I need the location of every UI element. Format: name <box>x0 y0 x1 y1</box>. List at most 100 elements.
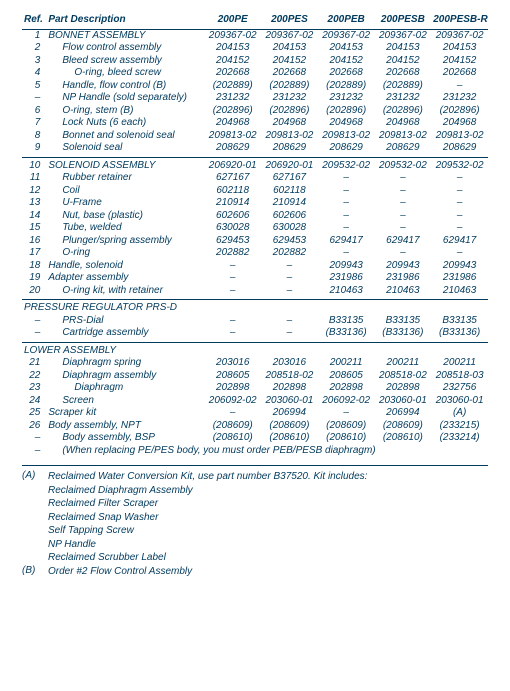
cell-description: Flow control assembly <box>46 42 204 55</box>
cell-value: – <box>318 222 375 235</box>
cell-value: 204153 <box>261 42 318 55</box>
cell-description: Plunger/spring assembly <box>46 235 204 248</box>
cell-value: 202898 <box>318 382 375 395</box>
cell-value: (202889) <box>204 80 261 93</box>
col-model-1: 200PES <box>261 14 318 29</box>
cell-ref: 12 <box>22 185 46 198</box>
cell-value: 209813-02 <box>375 130 432 143</box>
cell-value: 209367-02 <box>204 29 261 42</box>
cell-value: 206994 <box>261 407 318 420</box>
table-row: 19Adapter assembly––231986231986231986 <box>22 272 488 285</box>
cell-value: 202882 <box>204 247 261 260</box>
cell-value: – <box>204 407 261 420</box>
cell-value: 202668 <box>375 67 432 80</box>
cell-description: Rubber retainer <box>46 172 204 185</box>
cell-value: 602118 <box>204 185 261 198</box>
cell-ref: 4 <box>22 67 46 80</box>
cell-value: 210463 <box>431 285 488 300</box>
cell-description: Bleed screw assembly <box>46 55 204 68</box>
table-row: 5Handle, flow control (B)(202889)(202889… <box>22 80 488 93</box>
cell-value: 209367-02 <box>431 29 488 42</box>
cell-value: 208605 <box>204 370 261 383</box>
cell-value: 200211 <box>375 357 432 370</box>
cell-description: Lock Nuts (6 each) <box>46 117 204 130</box>
cell-value: 629417 <box>318 235 375 248</box>
cell-value: (202889) <box>261 80 318 93</box>
cell-ref: 10 <box>22 157 46 172</box>
cell-value: 602118 <box>261 185 318 198</box>
cell-description: Diaphragm assembly <box>46 370 204 383</box>
table-row: –NP Handle (sold separately)231232231232… <box>22 92 488 105</box>
cell-description: O-ring, bleed screw <box>46 67 204 80</box>
cell-description: NP Handle (sold separately) <box>46 92 204 105</box>
cell-value: 209813-02 <box>318 130 375 143</box>
col-model-3: 200PESB <box>375 14 432 29</box>
footnote-line: Reclaimed Snap Washer <box>48 511 488 525</box>
cell-value: 202882 <box>261 247 318 260</box>
cell-value: 209813-02 <box>204 130 261 143</box>
cell-value: – <box>431 247 488 260</box>
cell-value: – <box>318 210 375 223</box>
cell-value: 204153 <box>375 42 432 55</box>
cell-ref: 22 <box>22 370 46 383</box>
footnote-line: Reclaimed Water Conversion Kit, use part… <box>48 470 488 484</box>
table-row: 9Solenoid seal20862920862920862920862920… <box>22 142 488 157</box>
table-row: 8Bonnet and solenoid seal209813-02209813… <box>22 130 488 143</box>
cell-value: 206994 <box>375 407 432 420</box>
cell-value: 204968 <box>375 117 432 130</box>
cell-description: Solenoid seal <box>46 142 204 157</box>
cell-description: Body assembly, BSP <box>46 432 204 445</box>
cell-description: Cartridge assembly <box>46 327 204 342</box>
cell-description: O-ring <box>46 247 204 260</box>
cell-value: – <box>204 315 261 328</box>
cell-value: 231232 <box>431 92 488 105</box>
section-header: PRESSURE REGULATOR PRS-D <box>22 300 488 315</box>
table-row: 24Screen206092-02203060-01206092-0220306… <box>22 395 488 408</box>
table-row: 21Diaphragm spring2030162030162002112002… <box>22 357 488 370</box>
cell-value: 202668 <box>318 67 375 80</box>
cell-ref: 26 <box>22 420 46 433</box>
cell-value: – <box>431 222 488 235</box>
cell-value: 231232 <box>261 92 318 105</box>
cell-value: (208610) <box>204 432 261 445</box>
cell-value: – <box>318 172 375 185</box>
cell-value: (B33136) <box>375 327 432 342</box>
table-row: –(When replacing PE/PES body, you must o… <box>22 445 488 460</box>
cell-value: – <box>261 315 318 328</box>
cell-description: Coil <box>46 185 204 198</box>
cell-value: (208609) <box>261 420 318 433</box>
table-row: 4O-ring, bleed screw20266820266820266820… <box>22 67 488 80</box>
table-row: 7Lock Nuts (6 each)204968204968204968204… <box>22 117 488 130</box>
cell-value: 204153 <box>431 42 488 55</box>
cell-value: 630028 <box>204 222 261 235</box>
cell-value: – <box>261 272 318 285</box>
cell-value: – <box>375 210 432 223</box>
cell-description: Nut, base (plastic) <box>46 210 204 223</box>
col-desc: Part Description <box>46 14 204 29</box>
cell-value: 208629 <box>318 142 375 157</box>
cell-ref: 1 <box>22 29 46 42</box>
cell-value: B33135 <box>375 315 432 328</box>
cell-value: – <box>204 260 261 273</box>
cell-value: (208609) <box>204 420 261 433</box>
cell-value: (233215) <box>431 420 488 433</box>
cell-value: 204152 <box>261 55 318 68</box>
cell-value: 209367-02 <box>318 29 375 42</box>
cell-value: 206920-01 <box>204 157 261 172</box>
cell-description: Bonnet and solenoid seal <box>46 130 204 143</box>
cell-value: – <box>261 285 318 300</box>
footnote-line: Self Tapping Screw <box>48 524 488 538</box>
cell-ref: 17 <box>22 247 46 260</box>
col-model-2: 200PEB <box>318 14 375 29</box>
cell-value: 204968 <box>261 117 318 130</box>
cell-ref: 15 <box>22 222 46 235</box>
cell-value: – <box>204 327 261 342</box>
cell-description: Scraper kit <box>46 407 204 420</box>
cell-value: 206920-01 <box>261 157 318 172</box>
footnote-line: Reclaimed Filter Scraper <box>48 497 488 511</box>
footnote-line: Order #2 Flow Control Assembly <box>48 565 488 579</box>
cell-value: 210463 <box>318 285 375 300</box>
cell-value: – <box>261 260 318 273</box>
cell-ref: 24 <box>22 395 46 408</box>
cell-value: 629417 <box>375 235 432 248</box>
